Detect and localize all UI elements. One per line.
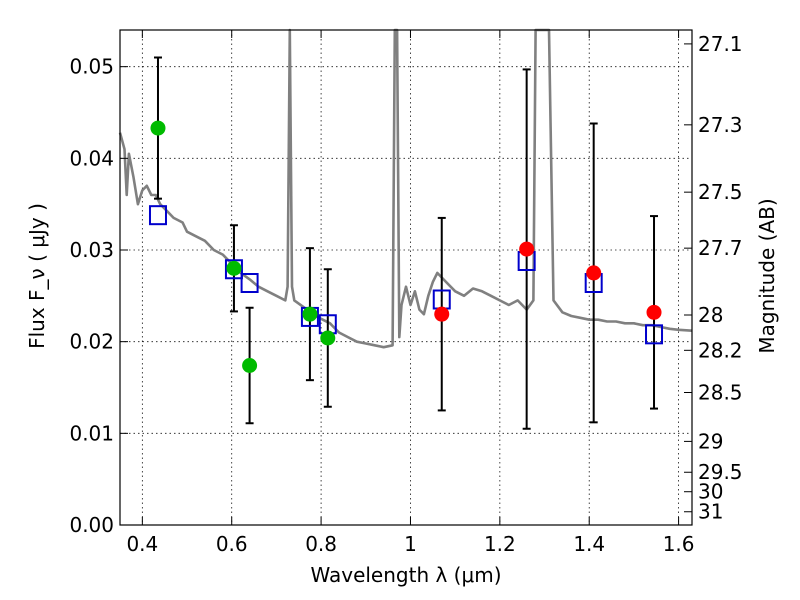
x-tick-label: 1	[404, 532, 417, 556]
model-photometry-square	[240, 273, 259, 293]
mag-tick-label: 31	[698, 500, 723, 524]
red-point	[586, 265, 602, 281]
x-tick-label: 0.4	[126, 532, 158, 556]
y-tick-label: 0.02	[69, 330, 114, 354]
mag-tick-label: 27.5	[698, 180, 743, 204]
right-axis-label: Magnitude (AB)	[755, 198, 779, 353]
y-tick-label: 0.00	[69, 513, 114, 537]
y-tick-label: 0.01	[69, 421, 114, 445]
mag-tick-label: 28.2	[698, 338, 743, 362]
point-layer	[148, 120, 664, 373]
x-tick-label: 1.4	[573, 532, 605, 556]
green-point	[226, 260, 242, 276]
red-point	[646, 304, 662, 320]
model-photometry-square	[148, 205, 167, 226]
mag-tick-label: 28.5	[698, 380, 743, 404]
plot-frame	[119, 29, 693, 526]
x-tick-label: 0.8	[305, 532, 337, 556]
errorbar-layer	[153, 56, 659, 430]
mag-tick-label: 27.7	[698, 236, 743, 260]
green-point	[302, 306, 318, 322]
red-point	[434, 306, 450, 322]
x-tick-label: 1.6	[663, 532, 695, 556]
x-tick-label: 0.6	[216, 532, 248, 556]
mag-tick-label: 27.3	[698, 113, 743, 137]
y-tick-label: 0.05	[69, 55, 114, 79]
tick-layer: 0.4 0.6 0.8 1 1.2 1.4 1.6 0.00 0.01 0.02 0.03 0.04 0…	[69, 30, 743, 556]
x-axis-label: Wavelength λ (μm)	[310, 563, 501, 587]
mag-tick-label: 28	[698, 303, 723, 327]
red-point	[519, 241, 535, 257]
y-axis-label: Flux F_ν ( μJy )	[25, 203, 49, 349]
mag-tick-label: 27.1	[698, 32, 743, 56]
model-photometry-square	[224, 259, 243, 280]
mag-tick-label: 30	[698, 480, 723, 504]
model-photometry-square	[645, 324, 664, 345]
model-sed-line	[118, 28, 693, 349]
mag-tick-label: 29	[698, 429, 723, 453]
y-tick-label: 0.04	[69, 146, 114, 170]
green-point	[320, 330, 336, 346]
y-tick-label: 0.03	[69, 238, 114, 262]
grid-lines	[120, 30, 692, 525]
model-sed-layer	[118, 28, 693, 349]
x-tick-label: 1.2	[484, 532, 516, 556]
green-point	[242, 358, 258, 373]
mag-tick-label: 29.5	[698, 460, 743, 484]
green-point	[150, 120, 166, 136]
